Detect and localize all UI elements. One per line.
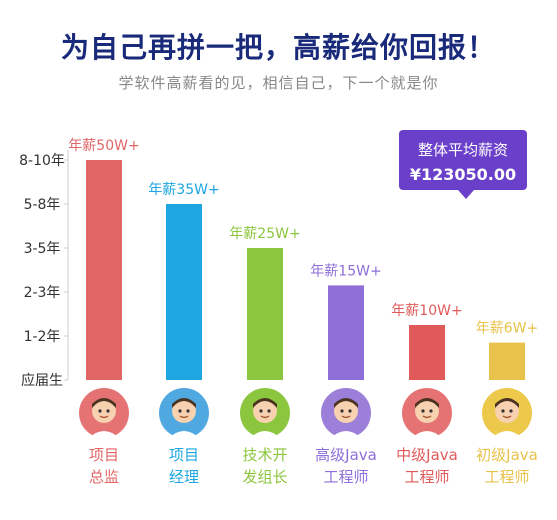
category-label-line: 初级Java	[476, 446, 538, 464]
category-label-line: 工程师	[404, 468, 450, 486]
avatar-tech-lead-icon	[240, 388, 290, 438]
y-tick-label: 应届生	[21, 372, 63, 389]
average-salary-value: ¥123050.00	[409, 165, 517, 184]
category-label-1: 项目 总监	[69, 444, 139, 488]
data-label-4: 年薪15W+	[310, 263, 381, 279]
page-title: 为自己再拼一把，高薪给你回报！	[60, 31, 496, 64]
bar-6	[489, 342, 525, 380]
avatar-junior-java-icon	[482, 388, 532, 438]
bar-5	[409, 325, 445, 380]
data-label-6: 年薪6W+	[476, 321, 538, 337]
bar-1	[86, 160, 122, 380]
average-salary-box-pointer	[458, 190, 474, 199]
y-tick-label: 1-2年	[24, 329, 61, 345]
category-label-line: 发组长	[242, 468, 288, 486]
avatar-mid-java-icon	[402, 388, 452, 438]
bar-2	[166, 204, 202, 380]
avatar-senior-java-icon	[321, 388, 371, 438]
category-label-line: 项目	[168, 446, 199, 464]
category-label-line: 高级Java	[315, 446, 377, 464]
y-tick-label: 3-5年	[24, 241, 61, 257]
avatar-manager-icon	[159, 388, 209, 438]
avatar-director-icon	[79, 388, 129, 438]
average-salary-box: 整体平均薪资 ¥123050.00	[399, 130, 527, 190]
category-label-6: 初级Java 工程师	[472, 444, 542, 488]
category-label-line: 工程师	[484, 468, 530, 486]
data-label-5: 年薪10W+	[391, 303, 462, 319]
average-salary-label: 整体平均薪资	[417, 141, 508, 159]
category-label-line: 工程师	[323, 468, 369, 486]
data-label-3: 年薪25W+	[229, 226, 300, 242]
category-label-5: 中级Java 工程师	[392, 444, 462, 488]
category-label-2: 项目 经理	[149, 444, 219, 488]
y-tick-label: 2-3年	[24, 285, 61, 301]
category-label-3: 技术开 发组长	[230, 444, 300, 488]
y-tick-label: 5-8年	[24, 197, 61, 213]
category-label-line: 项目	[88, 446, 119, 464]
y-tick-label: 8-10年	[19, 153, 65, 169]
data-label-2: 年薪35W+	[148, 182, 219, 198]
category-label-line: 技术开	[242, 446, 288, 464]
category-label-4: 高级Java 工程师	[311, 444, 381, 488]
bar-3	[247, 248, 283, 380]
data-label-1: 年薪50W+	[68, 138, 139, 154]
category-label-line: 中级Java	[396, 446, 458, 464]
category-label-line: 总监	[88, 468, 119, 486]
category-label-line: 经理	[168, 468, 199, 486]
bar-4	[328, 285, 364, 380]
page-subtitle: 学软件高薪看的见，相信自己，下一个就是你	[118, 74, 439, 92]
